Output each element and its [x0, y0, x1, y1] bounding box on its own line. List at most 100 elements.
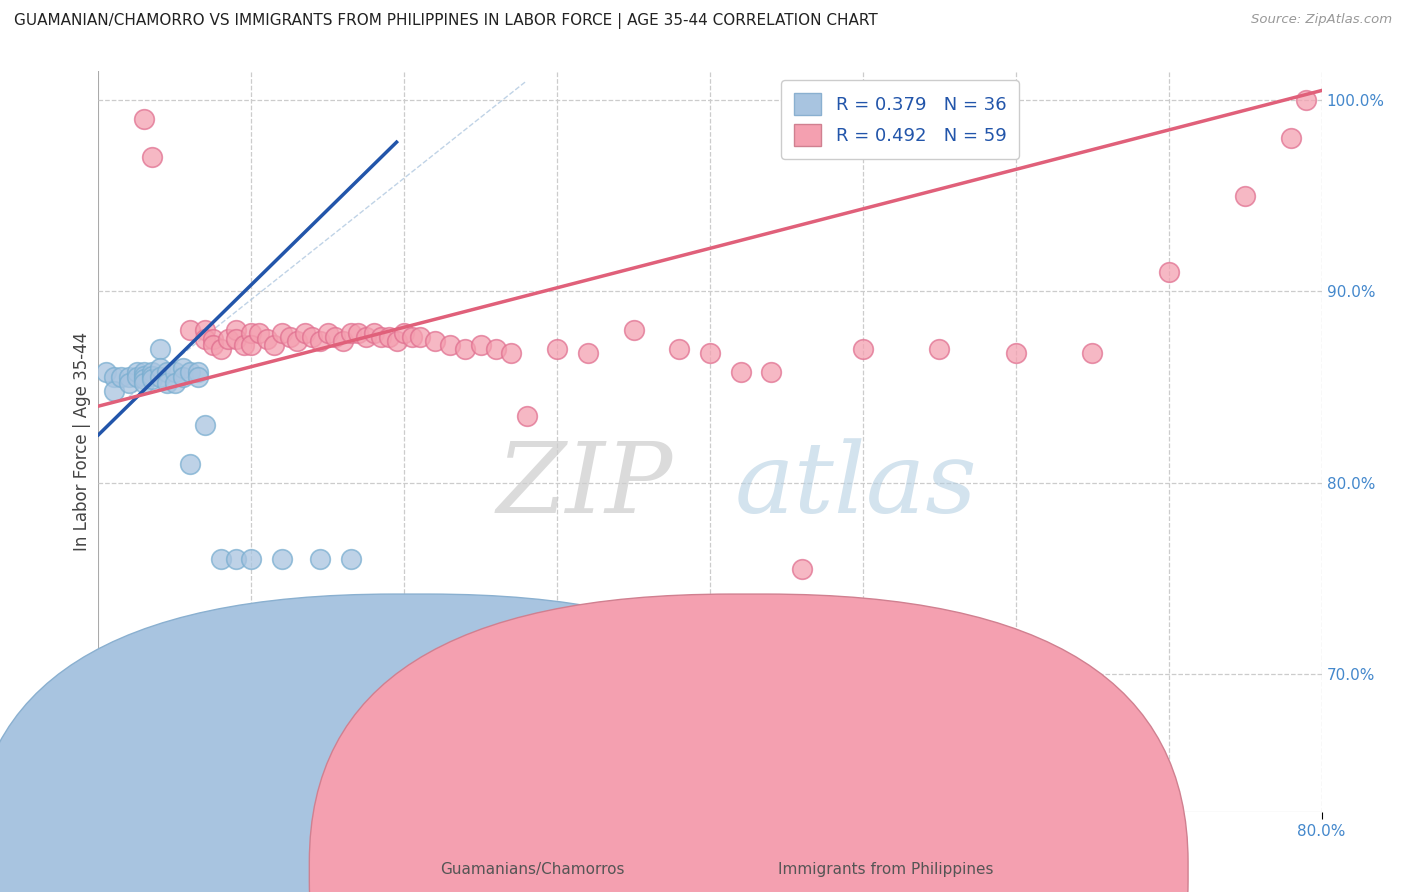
- Point: [141, 368, 163, 383]
- Point: [363, 326, 385, 341]
- Point: [928, 342, 950, 356]
- Point: [134, 372, 156, 386]
- Point: [423, 334, 446, 348]
- Y-axis label: In Labor Force | Age 35-44: In Labor Force | Age 35-44: [73, 332, 91, 551]
- Point: [225, 332, 247, 346]
- Point: [270, 326, 292, 341]
- Point: [240, 338, 263, 352]
- Point: [759, 365, 782, 379]
- Point: [179, 365, 201, 379]
- Point: [1234, 188, 1257, 202]
- Text: Guamanians/Chamorros: Guamanians/Chamorros: [440, 863, 624, 877]
- Point: [156, 376, 179, 391]
- Point: [240, 552, 263, 566]
- Point: [225, 323, 247, 337]
- Point: [118, 370, 141, 384]
- Point: [187, 365, 209, 379]
- Point: [546, 342, 568, 356]
- Point: [209, 552, 232, 566]
- Point: [141, 151, 163, 165]
- Point: [240, 326, 263, 341]
- Text: ZIP: ZIP: [498, 438, 673, 533]
- Point: [325, 330, 347, 344]
- Point: [401, 330, 423, 344]
- Point: [194, 418, 217, 433]
- Point: [623, 323, 645, 337]
- Point: [576, 345, 599, 359]
- Point: [103, 370, 125, 384]
- Point: [172, 370, 194, 384]
- Point: [194, 332, 217, 346]
- Point: [301, 330, 323, 344]
- Point: [125, 370, 148, 384]
- Point: [149, 360, 172, 375]
- Point: [103, 384, 125, 398]
- Point: [118, 376, 141, 391]
- Point: [354, 330, 377, 344]
- Point: [454, 342, 477, 356]
- Point: [699, 345, 721, 359]
- Legend: R = 0.379   N = 36, R = 0.492   N = 59: R = 0.379 N = 36, R = 0.492 N = 59: [782, 80, 1019, 159]
- Point: [1157, 265, 1180, 279]
- Point: [194, 323, 217, 337]
- Point: [149, 370, 172, 384]
- Point: [217, 332, 239, 346]
- Point: [209, 342, 232, 356]
- Point: [470, 338, 492, 352]
- Point: [347, 326, 370, 341]
- Point: [309, 552, 332, 566]
- Point: [179, 323, 201, 337]
- Point: [1295, 93, 1317, 107]
- Point: [408, 330, 430, 344]
- Point: [370, 330, 392, 344]
- Point: [332, 334, 354, 348]
- Point: [516, 409, 538, 423]
- Point: [485, 342, 508, 356]
- Point: [134, 365, 156, 379]
- Point: [278, 330, 301, 344]
- Point: [225, 552, 247, 566]
- Point: [263, 338, 285, 352]
- Point: [134, 112, 156, 127]
- Point: [134, 376, 156, 391]
- Point: [232, 338, 254, 352]
- Point: [730, 365, 752, 379]
- Point: [339, 552, 361, 566]
- Point: [270, 552, 292, 566]
- Point: [378, 330, 401, 344]
- Text: GUAMANIAN/CHAMORRO VS IMMIGRANTS FROM PHILIPPINES IN LABOR FORCE | AGE 35-44 COR: GUAMANIAN/CHAMORRO VS IMMIGRANTS FROM PH…: [14, 13, 877, 29]
- Point: [790, 562, 813, 576]
- Point: [1279, 131, 1302, 145]
- Point: [501, 345, 523, 359]
- Point: [285, 334, 308, 348]
- Point: [172, 360, 194, 375]
- Point: [256, 332, 278, 346]
- Point: [852, 342, 875, 356]
- Point: [149, 342, 172, 356]
- Point: [339, 326, 361, 341]
- Point: [110, 370, 132, 384]
- Point: [294, 326, 316, 341]
- Point: [187, 370, 209, 384]
- Point: [163, 376, 186, 391]
- Point: [94, 365, 117, 379]
- Point: [202, 332, 225, 346]
- Point: [316, 326, 339, 341]
- Point: [392, 326, 416, 341]
- Point: [439, 338, 461, 352]
- Point: [1004, 345, 1026, 359]
- Text: Source: ZipAtlas.com: Source: ZipAtlas.com: [1251, 13, 1392, 27]
- Point: [141, 372, 163, 386]
- Point: [202, 338, 225, 352]
- Point: [385, 334, 408, 348]
- Text: Immigrants from Philippines: Immigrants from Philippines: [778, 863, 993, 877]
- Point: [163, 365, 186, 379]
- Point: [141, 365, 163, 379]
- Point: [156, 365, 179, 379]
- Point: [385, 763, 408, 777]
- Point: [179, 457, 201, 471]
- Text: atlas: atlas: [734, 438, 977, 533]
- Point: [668, 342, 690, 356]
- Point: [1081, 345, 1104, 359]
- Point: [134, 368, 156, 383]
